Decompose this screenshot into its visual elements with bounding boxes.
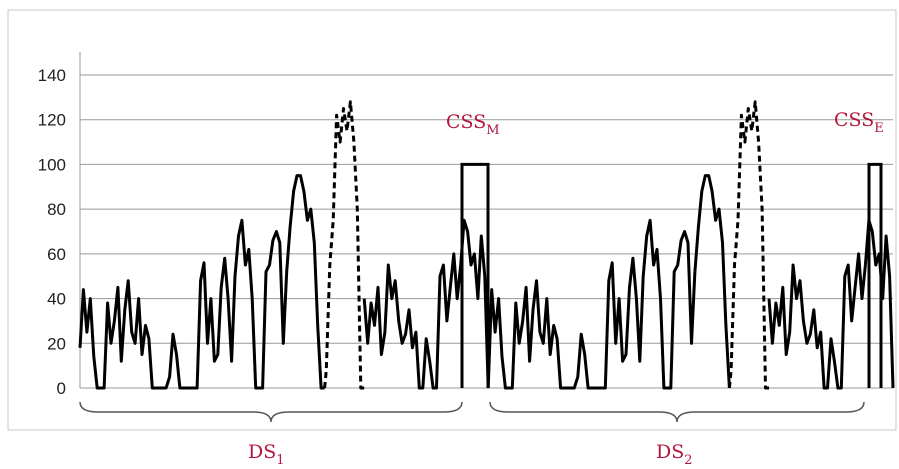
y-tick-label: 0: [57, 379, 66, 398]
series-line-1: [250, 174, 325, 390]
y-tick-label: 120: [38, 111, 66, 130]
series-line-7: [767, 218, 895, 390]
y-tick-label: 40: [47, 290, 66, 309]
series-line-3: [362, 218, 490, 390]
y-tick-label: 60: [47, 245, 66, 264]
y-tick-label: 80: [47, 200, 66, 219]
css-pulses: [460, 162, 883, 388]
css-pulse-0: [460, 162, 490, 388]
series-line-4: [486, 218, 697, 390]
series-line-0: [78, 218, 254, 390]
data-lines: [78, 100, 895, 390]
braces: [79, 401, 865, 423]
brace: [79, 401, 463, 423]
css-pulse-1: [867, 162, 883, 388]
y-tick-label: 100: [38, 155, 66, 174]
annotation-css-m: CSSM: [446, 111, 500, 138]
annotation-css-e: CSSE: [834, 109, 884, 136]
series-line-5: [693, 174, 731, 389]
y-axis: 0 20 40 60 80 100 120 140: [38, 52, 81, 398]
series-line-2: [323, 100, 365, 390]
annotation-ds2: DS2: [656, 441, 693, 468]
series-line-6: [727, 100, 769, 390]
annotation-ds1: DS1: [248, 441, 285, 468]
chart-frame: [7, 9, 897, 431]
grid-lines: [80, 74, 893, 389]
brace: [489, 401, 865, 423]
y-tick-label: 140: [38, 66, 66, 85]
y-tick-label: 20: [47, 334, 66, 353]
